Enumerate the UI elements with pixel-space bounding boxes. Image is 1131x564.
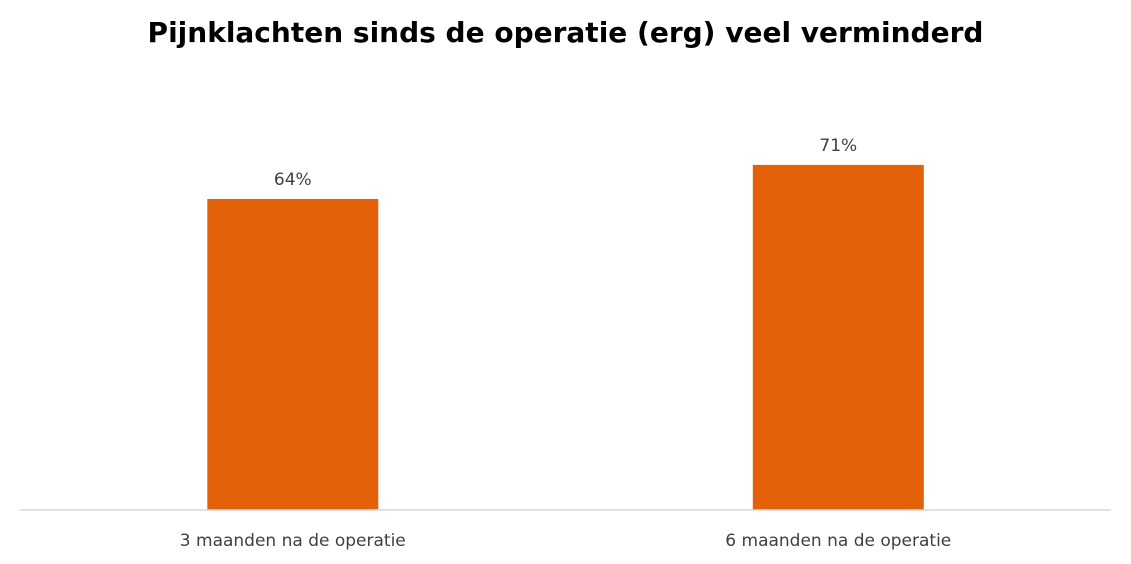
data-label-2: 71% bbox=[819, 136, 857, 156]
labels-group: 64% 3 maanden na de operatie 71% 6 maanden … bbox=[180, 136, 951, 551]
category-label-2: 6 maanden na de operatie bbox=[725, 531, 951, 551]
chart-title: Pijnklachten sinds de operatie (erg) vee… bbox=[147, 16, 984, 49]
bar-2 bbox=[752, 164, 924, 510]
bar-1 bbox=[207, 199, 379, 510]
data-label-1: 64% bbox=[274, 170, 312, 190]
bars-group bbox=[207, 164, 924, 510]
category-label-1: 3 maanden na de operatie bbox=[180, 531, 406, 551]
